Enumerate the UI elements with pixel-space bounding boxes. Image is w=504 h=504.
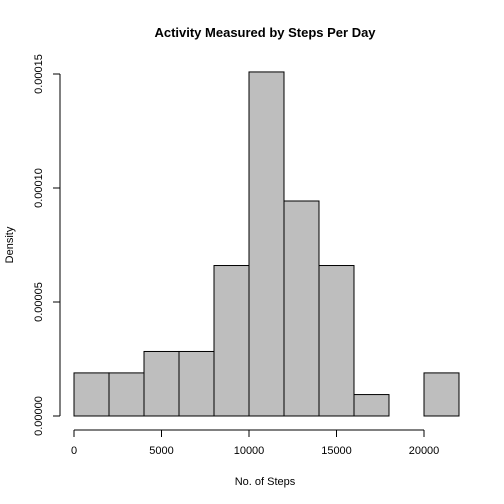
histogram-bar-6 — [283, 200, 320, 417]
histogram-bar-8 — [353, 394, 390, 417]
x-tick-label-0: 0 — [71, 445, 77, 457]
bars-group — [73, 71, 460, 417]
x-tick-label-3: 15000 — [321, 445, 352, 457]
y-tick-label-2: 0.00010 — [33, 168, 45, 208]
histogram-bar-10 — [423, 372, 460, 417]
x-tick-label-1: 5000 — [149, 445, 173, 457]
x-tick-label-4: 20000 — [409, 445, 440, 457]
y-axis-label: Density — [4, 226, 16, 263]
x-tick-label-2: 10000 — [234, 445, 265, 457]
y-axis: 0.00000 0.00005 0.00010 0.00015 — [33, 54, 61, 436]
histogram-bar-4 — [213, 265, 250, 417]
histogram-bar-2 — [143, 350, 180, 417]
histogram-bar-3 — [178, 350, 215, 417]
histogram-bar-0 — [73, 372, 110, 417]
chart-title: Activity Measured by Steps Per Day — [154, 25, 376, 40]
x-axis: 0 5000 10000 15000 20000 — [71, 429, 440, 457]
histogram-bar-7 — [318, 265, 355, 417]
y-tick-label-3: 0.00015 — [33, 54, 45, 94]
x-axis-label: No. of Steps — [235, 476, 296, 488]
y-tick-label-0: 0.00000 — [33, 396, 45, 436]
histogram-bar-1 — [108, 372, 145, 417]
y-tick-label-1: 0.00005 — [33, 282, 45, 322]
histogram-bar-5 — [248, 71, 285, 417]
